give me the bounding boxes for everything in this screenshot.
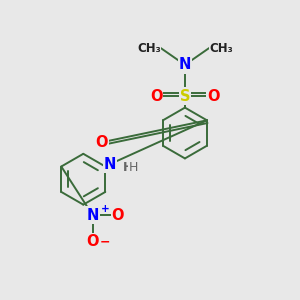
Text: N: N (86, 208, 99, 223)
Text: O: O (208, 88, 220, 104)
Text: N: N (104, 157, 116, 172)
Text: O: O (86, 234, 99, 249)
Text: O: O (150, 88, 162, 104)
Text: N: N (179, 57, 191, 72)
Text: CH₃: CH₃ (137, 41, 161, 55)
Text: S: S (180, 88, 190, 104)
Text: O: O (112, 208, 124, 223)
Text: +: + (101, 204, 110, 214)
Text: CH₃: CH₃ (209, 41, 233, 55)
Text: O: O (95, 135, 108, 150)
Text: −: − (100, 235, 110, 248)
Text: H: H (123, 161, 134, 174)
Text: H: H (128, 161, 138, 174)
